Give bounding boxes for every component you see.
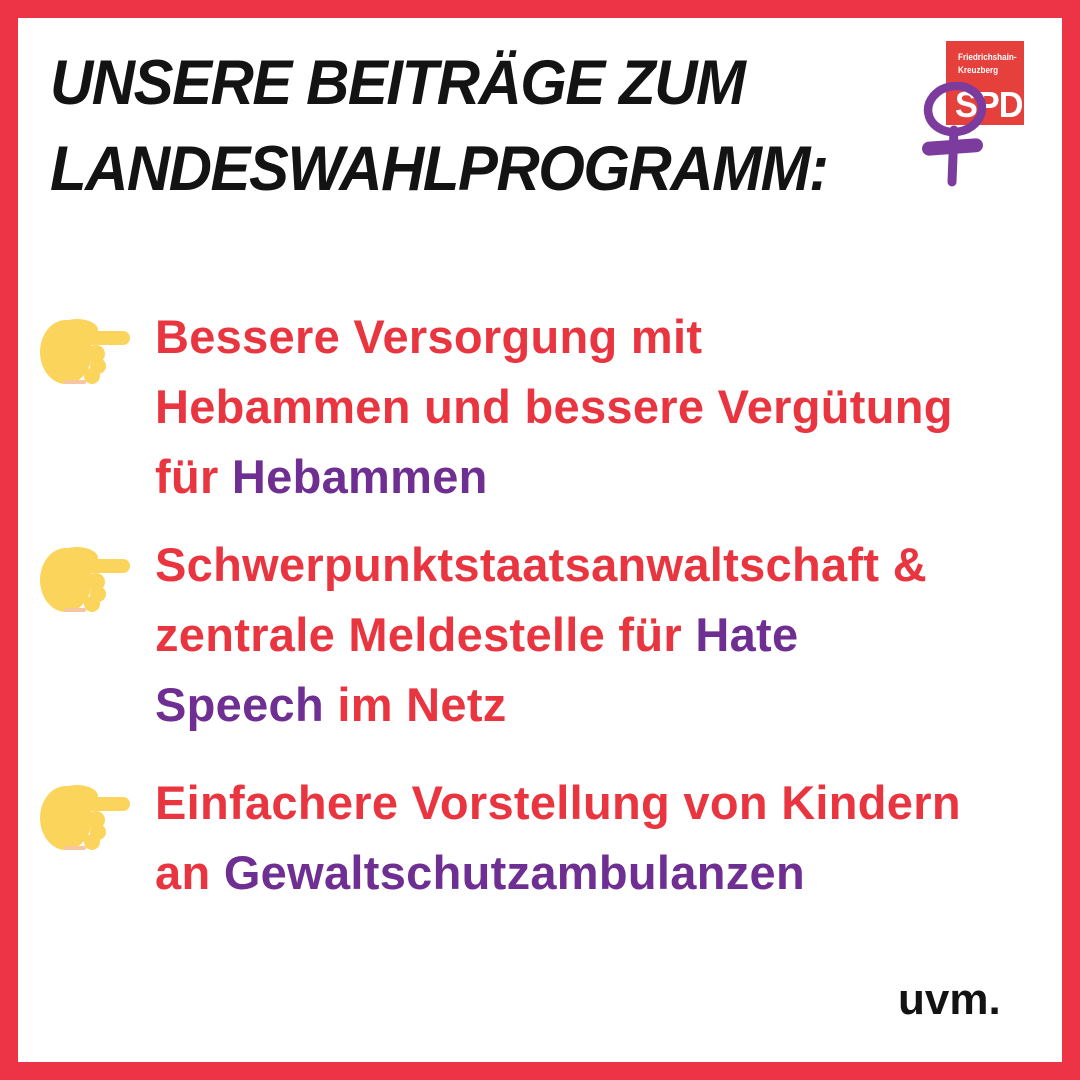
bullet-segment: Schwerpunktstaatsanwaltschaft & (155, 538, 927, 591)
bullet-line: Speech im Netz (155, 670, 927, 740)
bullet-item: Schwerpunktstaatsanwaltschaft & zentrale… (40, 530, 927, 740)
venus-female-symbol-icon (918, 82, 990, 192)
bullet-segment: Bessere Versorgung mit (155, 310, 703, 363)
bullet-segment: Speech (155, 678, 324, 731)
bullet-line: Hebammen und bessere Vergütung (155, 372, 953, 442)
bullet-line: zentrale Meldestelle für Hate (155, 600, 927, 670)
spd-logo-district: Friedrichshain- Kreuzberg (958, 51, 1017, 77)
bullet-segment: Hate (695, 608, 799, 661)
page-title: UNSERE BEITRÄGE ZUM LANDESWAHLPROGRAMM: (50, 40, 867, 212)
bullet-segment: Hebammen und bessere Vergütung (155, 380, 953, 433)
page-title-line-1: UNSERE BEITRÄGE ZUM (50, 48, 746, 118)
bullet-segment: Gewaltschutzambulanzen (223, 846, 805, 899)
finger-pointing-right-icon (40, 319, 130, 384)
bullet-segment: zentrale Meldestelle für (155, 608, 696, 661)
bullet-line: an Gewaltschutzambulanzen (155, 838, 961, 908)
spd-logo-district-line-2: Kreuzberg (958, 65, 999, 75)
bullet-segment: für (155, 450, 232, 503)
bullet-item: Bessere Versorgung mit Hebammen und bess… (40, 302, 953, 512)
bullet-line: Schwerpunktstaatsanwaltschaft & (155, 530, 927, 600)
spd-logo: Friedrichshain- Kreuzberg SPD (916, 38, 1036, 198)
spd-logo-district-line-1: Friedrichshain- (958, 52, 1017, 62)
bullet-segment: Einfachere Vorstellung von Kindern (155, 776, 961, 829)
bullet-item: Einfachere Vorstellung von Kindern an Ge… (40, 768, 961, 908)
bullet-segment: Hebammen (231, 450, 488, 503)
bullet-line: Einfachere Vorstellung von Kindern (155, 768, 961, 838)
finger-pointing-right-icon (40, 547, 130, 612)
spd-logo-party: SPD (955, 84, 1023, 125)
page-title-line-2: LANDESWAHLPROGRAMM: (50, 134, 829, 204)
bullet-line: für Hebammen (155, 442, 953, 512)
bullet-line: Bessere Versorgung mit (155, 302, 953, 372)
bullet-text: Einfachere Vorstellung von Kindern an Ge… (155, 768, 961, 908)
bullet-text: Schwerpunktstaatsanwaltschaft & zentrale… (155, 530, 927, 740)
footer-more-label: uvm. (898, 975, 1001, 1024)
bullet-segment: an (155, 846, 224, 899)
finger-pointing-right-icon (40, 785, 130, 850)
bullet-text: Bessere Versorgung mit Hebammen und bess… (155, 302, 953, 512)
bullet-segment: im Netz (324, 678, 507, 731)
